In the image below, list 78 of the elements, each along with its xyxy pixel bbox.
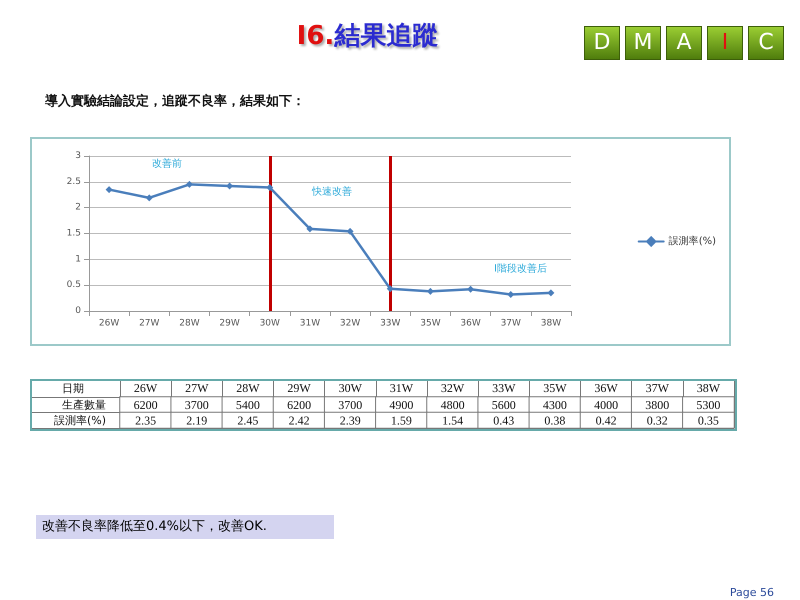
y-tick-label: 2: [75, 202, 81, 213]
x-tick-label: 29W: [219, 318, 240, 328]
point: [146, 194, 153, 202]
text: Page 56: [730, 586, 774, 599]
y-axis-title: 日期: [62, 382, 84, 395]
phase-boxes: D M A I C: [584, 26, 784, 60]
y-tick-label: 2.5: [66, 176, 81, 187]
data-label: 2.42: [288, 413, 310, 428]
point: [266, 184, 274, 192]
y-tick-label: 誤測率(%): [54, 414, 106, 427]
data-label: 4900: [389, 398, 414, 412]
data-label: 1.59: [390, 413, 412, 428]
annotation: 快速改善: [311, 186, 352, 198]
y-tick-label: 1.5: [66, 228, 81, 238]
y-tick-label: 0.5: [66, 280, 81, 290]
data-label: 2.35: [135, 413, 156, 428]
y-tick-label: 3: [75, 151, 81, 161]
point: [507, 290, 514, 298]
annotation: 改善前: [152, 158, 182, 170]
data-label: 1.54: [442, 413, 464, 428]
data-label: 5400: [236, 398, 260, 412]
data-label: 2.45: [237, 413, 258, 428]
data-label: 3700: [338, 398, 362, 412]
x-tick-label: 37W: [646, 381, 670, 395]
chart-title: I6.結果追蹤: [296, 21, 438, 51]
x-tick-label: 28W: [179, 318, 200, 328]
data-label: 4300: [542, 398, 567, 412]
data-label: 6200: [287, 398, 312, 412]
x-tick-label: 35W: [420, 318, 441, 328]
data-label: 2.39: [340, 413, 361, 428]
point: [426, 288, 434, 295]
x-tick-label: 31W: [390, 381, 414, 395]
point: [386, 285, 394, 292]
x-tick-label: 30W: [260, 318, 280, 328]
point: [467, 286, 474, 293]
y-tick-label: 0: [75, 306, 82, 316]
data-label: 5600: [492, 398, 516, 412]
y-tick-label: 1: [75, 254, 81, 264]
point: [306, 225, 314, 232]
x-tick-label: 32W: [440, 381, 465, 395]
text: 改善不良率降低至0.4%以下，改善OK.: [36, 515, 334, 539]
point: [547, 289, 554, 296]
point: [346, 228, 354, 235]
x-tick-label: 36W: [460, 318, 481, 328]
data-label: 2.19: [186, 413, 208, 428]
data-label: 0.42: [596, 413, 617, 428]
chart-subtitle: 導入實驗結論設定，追蹤不良率，結果如下：: [45, 92, 305, 110]
data-label: 4800: [440, 398, 465, 412]
x-tick-label: 27W: [139, 318, 160, 328]
x-tick-label: 32W: [340, 318, 360, 328]
data-label: 5300: [696, 398, 720, 412]
x-tick-label: 30W: [338, 381, 363, 395]
x-tick-label: 26W: [98, 318, 120, 328]
x-tick-label: 38W: [540, 318, 562, 328]
data-label: 3700: [184, 398, 209, 412]
data-label: 0.32: [646, 413, 668, 428]
data-label: 6200: [134, 398, 158, 412]
data-label: 0.43: [493, 413, 514, 428]
x-tick-label: 33W: [380, 318, 401, 328]
data-label: 3800: [645, 398, 670, 412]
x-tick-label: 27W: [185, 381, 210, 395]
x-tick-label: 29W: [287, 381, 312, 395]
x-tick-label: 33W: [492, 381, 516, 395]
x-tick-label: 28W: [236, 381, 260, 395]
annotation: I階段改善后: [494, 262, 547, 274]
data-label: 4000: [594, 398, 618, 412]
x-tick-label: 31W: [300, 318, 320, 328]
legend-label: 誤測率(%): [668, 235, 716, 247]
x-tick-label: 26W: [134, 381, 158, 395]
x-tick-label: 37W: [500, 318, 522, 328]
point: [186, 180, 193, 188]
data-label: 0.38: [544, 413, 566, 428]
x-tick-label: 36W: [594, 381, 618, 395]
y-tick-label: 生產數量: [62, 398, 106, 412]
x-tick-label: 38W: [696, 381, 721, 395]
data-label: 0.35: [698, 413, 719, 428]
x-tick-label: 35W: [543, 381, 568, 395]
point: [106, 186, 113, 194]
